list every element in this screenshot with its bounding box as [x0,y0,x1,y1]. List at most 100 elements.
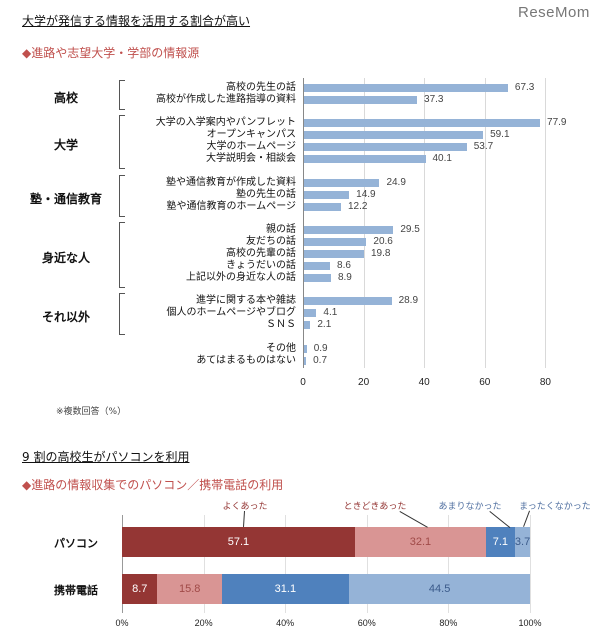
group-label: それ以外 [41,310,90,324]
leader-line [243,510,245,527]
bar [304,84,508,92]
data-label: 14.9 [356,189,376,200]
category-label: 高校の先輩の話 [226,248,296,259]
data-label: 53.7 [473,141,494,152]
data-label: 12.2 [347,201,368,212]
gridline [122,515,123,613]
resemom-logo: ReseMom [518,4,590,21]
bar [304,274,331,282]
x-tick-label: 80 [539,377,551,388]
category-label: 塾や通信教育が作成した資料 [166,177,296,188]
data-label: 59.1 [490,129,510,140]
stacked-bar-segment [348,574,531,604]
group-label: 身近な人 [41,251,90,265]
data-label: 2.1 [317,319,332,330]
x-tick-label: 40% [276,618,295,628]
bar [304,262,331,270]
bar [304,238,367,246]
bar [304,309,317,317]
stacked-bar-segment [157,574,222,604]
gridline [363,78,365,368]
section2-subtitle: ◆進路の情報収集でのパソコン／携帯電話の利用 [22,478,284,492]
bar [304,96,418,104]
gridline [530,515,531,613]
data-label: 28.9 [398,295,419,306]
gridline [366,515,368,613]
category-label: 塾の先生の話 [236,189,296,200]
stacked-bar-segment [354,527,486,557]
section1-heading: 大学が発信する情報を活用する割合が高い [22,14,251,28]
x-tick-label: 60% [357,618,376,628]
group-label: 大学 [53,138,78,152]
bar [304,250,364,258]
legend-label: まったくなかった [519,502,591,512]
category-label: 大学のホームページ [206,141,297,152]
category-label: 携帯電話 [54,584,98,597]
data-label: 67.3 [514,82,535,93]
data-label: 31.1 [274,583,297,595]
category-label: パソコン [54,537,98,550]
data-label: 8.9 [337,272,352,283]
x-tick-label: 20 [358,377,370,388]
category-label: 上記以外の身近な人の話 [186,272,296,283]
category-label: 大学の入学案内やパンフレット [155,117,296,128]
category-label: 友だちの話 [246,236,296,247]
category-label: 高校の先生の話 [226,82,296,93]
stacked-bar-segment [122,527,355,557]
data-label: 19.8 [370,248,391,259]
gridline [285,515,287,613]
bar [304,191,350,199]
data-label: 20.6 [373,236,393,247]
data-label: 29.5 [400,224,420,235]
bar [304,226,394,234]
category-label: 塾や通信教育のホームページ [166,201,297,212]
gridline [545,78,547,368]
x-tick-label: 0 [300,377,306,388]
group-bracket [119,80,125,110]
section1-subtitle: ◆進路や志望大学・学部の情報源 [22,46,200,60]
leader-line [523,510,530,527]
category-label: オープンキャンパス [206,129,296,140]
data-label: 0.9 [313,343,328,354]
bar [304,179,380,187]
data-label: 3.7 [514,536,531,548]
stacked-bar-segment [514,527,530,557]
data-label: 4.1 [323,307,338,318]
x-tick-label: 40 [418,377,430,388]
bar [304,345,307,353]
x-tick-label: 0% [115,618,129,628]
category-label: あてはまるものはない [196,355,296,366]
data-label: 8.7 [132,583,148,595]
stacked-bar-segment [485,527,515,557]
data-label: 7.1 [492,536,509,548]
category-label: 個人のホームページやブログ [166,307,297,318]
data-label: 77.9 [547,117,567,128]
data-label: 8.6 [337,260,351,271]
bar [304,357,307,365]
category-label: 親の話 [266,224,296,235]
gridline [424,78,426,368]
group-label: 塾・通信教育 [29,192,102,206]
stacked-bar-segment [221,574,349,604]
legend-label: あまりなかった [438,502,502,512]
category-label: きょうだいの話 [226,260,296,271]
gridline [448,515,450,613]
group-bracket [119,115,125,169]
bar [304,131,484,139]
data-label: 44.5 [428,583,451,595]
gridline [203,515,205,613]
x-tick-label: 80% [439,618,458,628]
data-label: 15.8 [179,583,201,595]
data-label: 0.7 [313,355,328,366]
legend-label: よくあった [222,502,268,512]
leader-line [489,511,510,528]
bar [304,155,426,163]
bar [304,143,467,151]
category-label: 高校が作成した進路指導の資料 [156,94,296,105]
category-label: その他 [266,343,296,354]
data-label: 57.1 [227,536,250,548]
data-label: 32.1 [409,536,432,548]
category-label: 進学に関する本や雑誌 [196,295,296,306]
category-label: 大学説明会・相談会 [206,153,296,164]
data-label: 37.3 [424,94,444,105]
